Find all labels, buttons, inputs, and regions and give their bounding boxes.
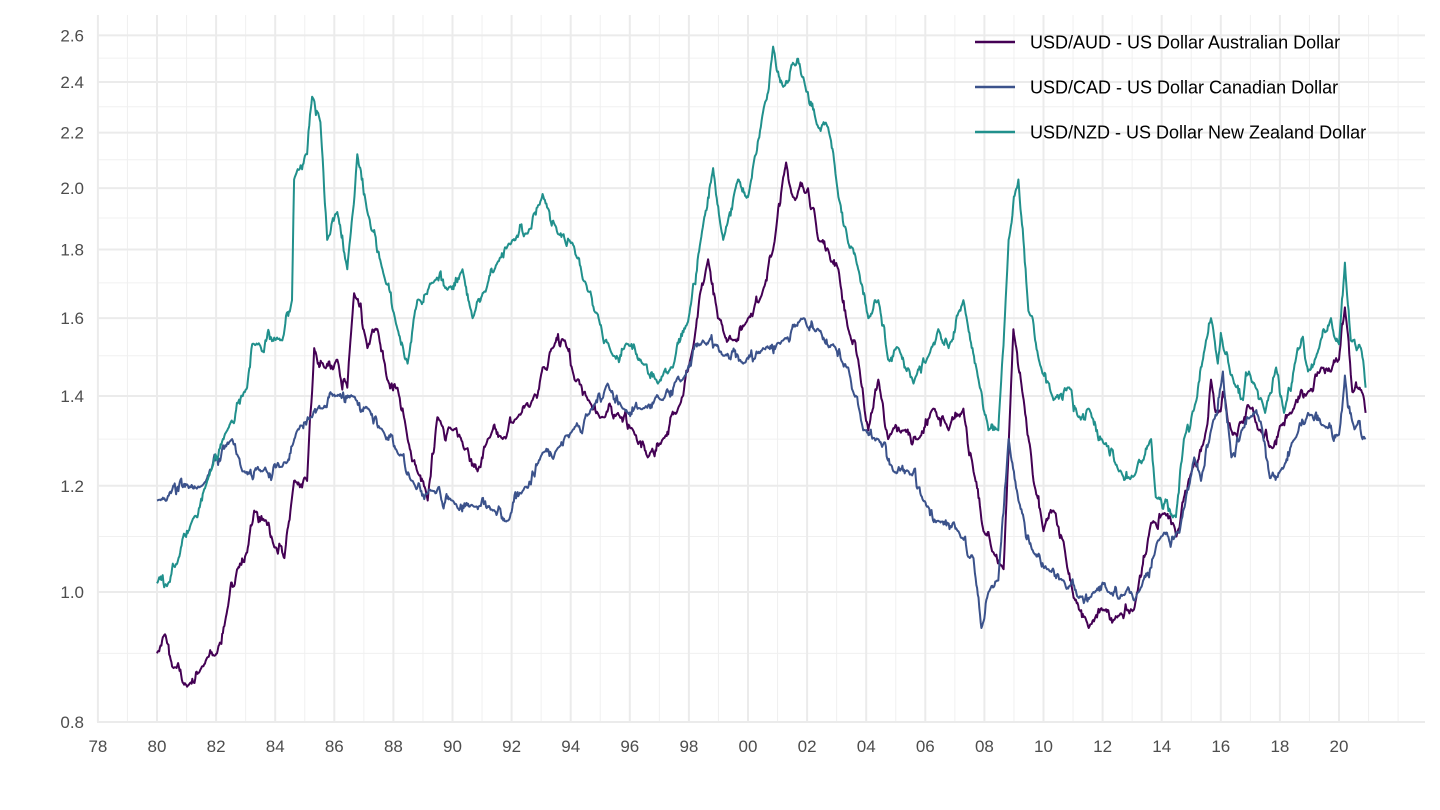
series-line-nzd: [156, 45, 1367, 589]
legend-label: USD/CAD - US Dollar Canadian Dollar: [1030, 78, 1338, 98]
legend: USD/AUD - US Dollar Australian Dollar USD…: [975, 33, 1366, 143]
x-tick-label: 84: [266, 737, 285, 756]
x-tick-label: 90: [443, 737, 462, 756]
x-tick-label: 18: [1270, 737, 1289, 756]
x-tick-label: 96: [620, 737, 639, 756]
x-tick-label: 12: [1093, 737, 1112, 756]
x-tick-label: 14: [1152, 737, 1171, 756]
y-tick-label: 1.2: [60, 477, 84, 496]
y-axis-ticks: 0.8 1.0 1.2 1.4 1.6 1.8 2.0 2.2 2.4 2.6: [60, 26, 84, 732]
x-tick-label: 92: [502, 737, 521, 756]
y-tick-label: 0.8: [60, 713, 84, 732]
y-tick-label: 1.0: [60, 583, 84, 602]
x-tick-label: 16: [1211, 737, 1230, 756]
y-tick-label: 2.0: [60, 179, 84, 198]
x-tick-label: 20: [1330, 737, 1349, 756]
x-tick-label: 94: [561, 737, 580, 756]
x-tick-label: 08: [975, 737, 994, 756]
gridlines: [96, 15, 1425, 724]
y-tick-label: 2.4: [60, 73, 84, 92]
y-tick-label: 1.6: [60, 309, 84, 328]
x-tick-label: 98: [679, 737, 698, 756]
x-tick-label: 04: [857, 737, 876, 756]
y-tick-label: 2.6: [60, 26, 84, 45]
series-line-aud: [156, 161, 1367, 688]
series-lines: [156, 45, 1367, 688]
x-tick-label: 86: [325, 737, 344, 756]
y-tick-label: 1.4: [60, 387, 84, 406]
x-tick-label: 02: [798, 737, 817, 756]
x-tick-label: 88: [384, 737, 403, 756]
x-axis-ticks: 78 80 82 84 86 88 90 92 94 96 98 00 02 04 06 08 10 12 14 16…: [88, 737, 1348, 756]
x-tick-label: 00: [739, 737, 758, 756]
x-tick-label: 80: [148, 737, 167, 756]
y-tick-label: 2.2: [60, 124, 84, 143]
x-tick-label: 82: [207, 737, 226, 756]
legend-label: USD/AUD - US Dollar Australian Dollar: [1030, 33, 1340, 53]
x-tick-label: 10: [1034, 737, 1053, 756]
y-tick-label: 1.8: [60, 241, 84, 260]
x-tick-label: 78: [88, 737, 107, 756]
series-line-cad: [156, 317, 1367, 629]
legend-label: USD/NZD - US Dollar New Zealand Dollar: [1030, 123, 1366, 143]
x-tick-label: 06: [916, 737, 935, 756]
